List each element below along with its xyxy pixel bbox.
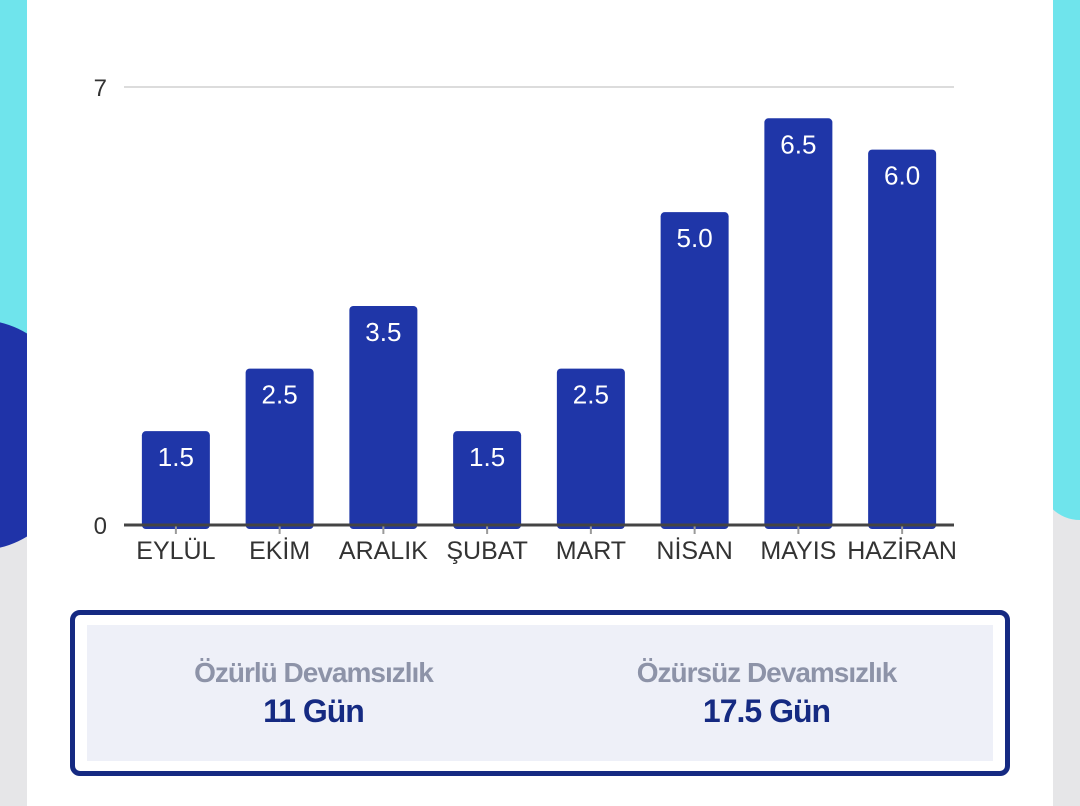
- absence-summary-box: Özürlü Devamsızlık 11 Gün Özürsüz Devams…: [70, 610, 1010, 776]
- bar-value-label: 2.5: [573, 380, 609, 410]
- unexcused-absence-value: 17.5 Gün: [702, 692, 831, 729]
- x-tick-label: HAZİRAN: [847, 536, 957, 565]
- bar-value-label: 1.5: [158, 442, 194, 472]
- x-tick-label: EKİM: [249, 536, 310, 565]
- x-tick-label: EYLÜL: [136, 537, 215, 565]
- bar-value-label: 2.5: [262, 380, 298, 410]
- x-tick-label: ARALIK: [339, 537, 428, 565]
- bar-1: [141, 431, 210, 529]
- bar-value-label: 3.5: [365, 317, 401, 347]
- bar-value-label: 6.5: [780, 129, 816, 159]
- bar-value-label: 5.0: [677, 223, 713, 253]
- bar-6: [660, 212, 729, 529]
- bar-5: [556, 368, 625, 529]
- y-tick-label: 7: [94, 75, 107, 102]
- absence-summary-inner: Özürlü Devamsızlık 11 Gün Özürsüz Devams…: [87, 625, 993, 761]
- attendance-card: 0 7 1.5 EYLÜL 2.5 EKİM 3.5 ARALIK 1.5 ŞUBAT 2.5 MAR…: [27, 0, 1053, 806]
- excused-absence-value: 11 Gün: [263, 692, 365, 729]
- x-tick-label: MART: [556, 537, 626, 565]
- unexcused-absence-stat: Özürsüz Devamsızlık 17.5 Gün: [540, 625, 993, 761]
- bar-8: [868, 149, 937, 530]
- excused-absence-stat: Özürlü Devamsızlık 11 Gün: [87, 625, 540, 761]
- bar-value-label: 1.5: [469, 442, 505, 472]
- bar-2: [245, 368, 314, 529]
- x-tick-label: MAYIS: [760, 537, 836, 565]
- x-tick-label: ŞUBAT: [446, 537, 528, 565]
- bar-3: [349, 306, 418, 529]
- bar-4: [453, 431, 522, 529]
- excused-absence-label: Özürlü Devamsızlık: [194, 656, 434, 688]
- bar-7: [764, 118, 833, 530]
- absence-bar-chart: 0 7 1.5 EYLÜL 2.5 EKİM 3.5 ARALIK 1.5 ŞUBAT 2.5 MAR…: [94, 75, 957, 565]
- y-tick-label: 0: [94, 513, 107, 540]
- x-tick-label: NİSAN: [656, 536, 732, 565]
- unexcused-absence-label: Özürsüz Devamsızlık: [636, 656, 898, 688]
- bar-value-label: 6.0: [884, 161, 920, 191]
